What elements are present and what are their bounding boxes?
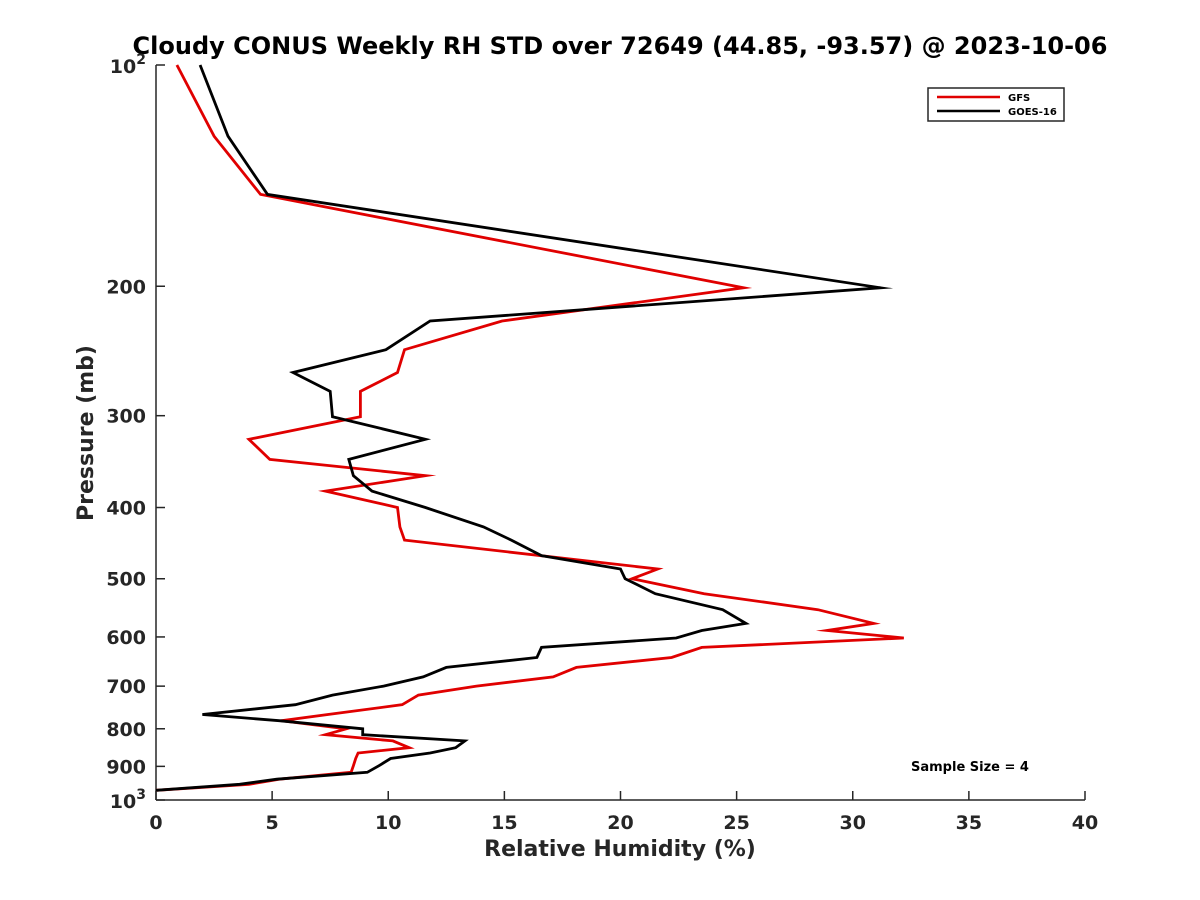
x-tick-label: 10 — [375, 812, 401, 834]
x-axis-label: Relative Humidity (%) — [484, 837, 756, 862]
y-tick-label: 102 — [110, 52, 146, 78]
y-axis-label: Pressure (mb) — [74, 345, 99, 521]
y-tick-label: 500 — [106, 569, 146, 591]
y-tick-label: 200 — [106, 276, 146, 298]
y-tick-label: 800 — [106, 719, 146, 741]
plot-area — [155, 65, 1085, 801]
chart-title: Cloudy CONUS Weekly RH STD over 72649 (4… — [133, 32, 1108, 60]
y-tick-label: 700 — [106, 676, 146, 698]
x-tick-label: 30 — [840, 812, 866, 834]
x-tick-label: 25 — [723, 812, 749, 834]
x-tick-label: 35 — [956, 812, 982, 834]
x-tick-label: 20 — [607, 812, 633, 834]
legend: GFS GOES-16 — [927, 87, 1065, 122]
series-layer — [155, 64, 904, 792]
x-tick-label: 40 — [1072, 812, 1098, 834]
legend-box — [927, 87, 1065, 122]
y-tick-label: 103 — [110, 787, 146, 813]
x-tick-label: 5 — [266, 812, 279, 834]
y-axis-ticks: 102 200 300 400 500 600 700 800 900 103 — [106, 52, 165, 813]
x-tick-label: 15 — [491, 812, 517, 834]
y-tick-label: 600 — [106, 627, 146, 649]
legend-label-gfs: GFS — [1008, 93, 1030, 104]
x-tick-label: 0 — [149, 812, 162, 834]
series-line-gfs — [155, 64, 904, 792]
legend-label-goes-16: GOES-16 — [1008, 107, 1057, 118]
series-line-goes-16 — [155, 64, 894, 792]
y-tick-label: 300 — [106, 406, 146, 428]
sample-size-annotation: Sample Size = 4 — [911, 760, 1029, 775]
y-tick-label: 900 — [106, 756, 146, 778]
x-axis-ticks: 0 5 10 15 20 25 30 35 40 — [149, 791, 1098, 834]
y-tick-label: 400 — [106, 498, 146, 520]
